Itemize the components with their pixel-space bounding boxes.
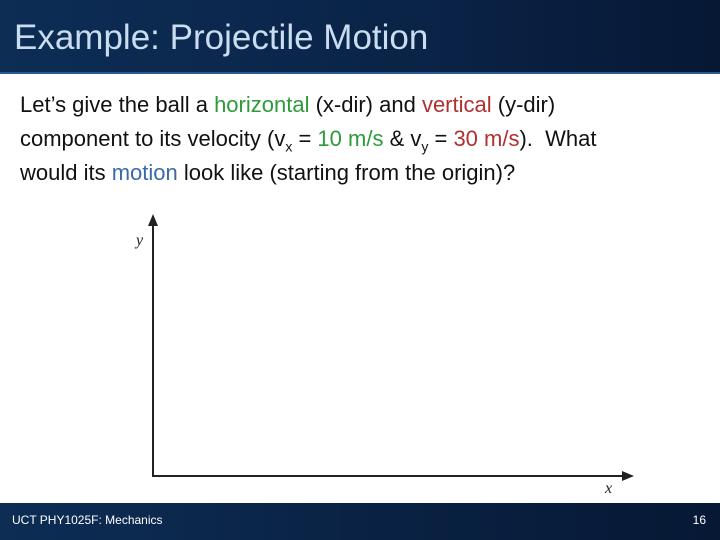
text-part: 30 m/s <box>453 126 520 151</box>
text-part: Let’s give the ball a <box>20 92 215 117</box>
text-part: component to its velocity (v <box>20 126 286 151</box>
text-part: vertical <box>421 92 492 117</box>
subscript: x <box>285 138 293 155</box>
text-part: (y-dir) <box>491 92 556 117</box>
text-part: & v <box>383 126 422 151</box>
y-axis-label: y <box>134 232 144 249</box>
text-part: = <box>428 126 454 151</box>
text-part: horizontal <box>214 92 310 117</box>
y-arrow <box>148 214 158 226</box>
x-arrow <box>622 471 634 481</box>
text-part: 10 m/s <box>317 126 384 151</box>
text-part: ). What <box>519 126 597 151</box>
text-part: motion <box>111 160 178 185</box>
text-part: (x-dir) and <box>309 92 422 117</box>
x-axis-label: x <box>604 480 612 497</box>
text-part: = <box>292 126 318 151</box>
footer: UCT PHY1025F: Mechanics 16 <box>0 503 720 540</box>
course-name: UCT PHY1025F: Mechanics <box>12 513 163 527</box>
subscript: y <box>421 138 429 155</box>
page-number: 16 <box>692 513 706 527</box>
text-part: look like (starting from the origin)? <box>177 160 516 185</box>
text-part: would its <box>20 160 112 185</box>
title-bar: Example: Projectile Motion <box>0 0 720 74</box>
slide-title: Example: Projectile Motion <box>14 18 429 57</box>
body-text: Let’s give the ball a horizontal (x-dir)… <box>20 88 710 190</box>
